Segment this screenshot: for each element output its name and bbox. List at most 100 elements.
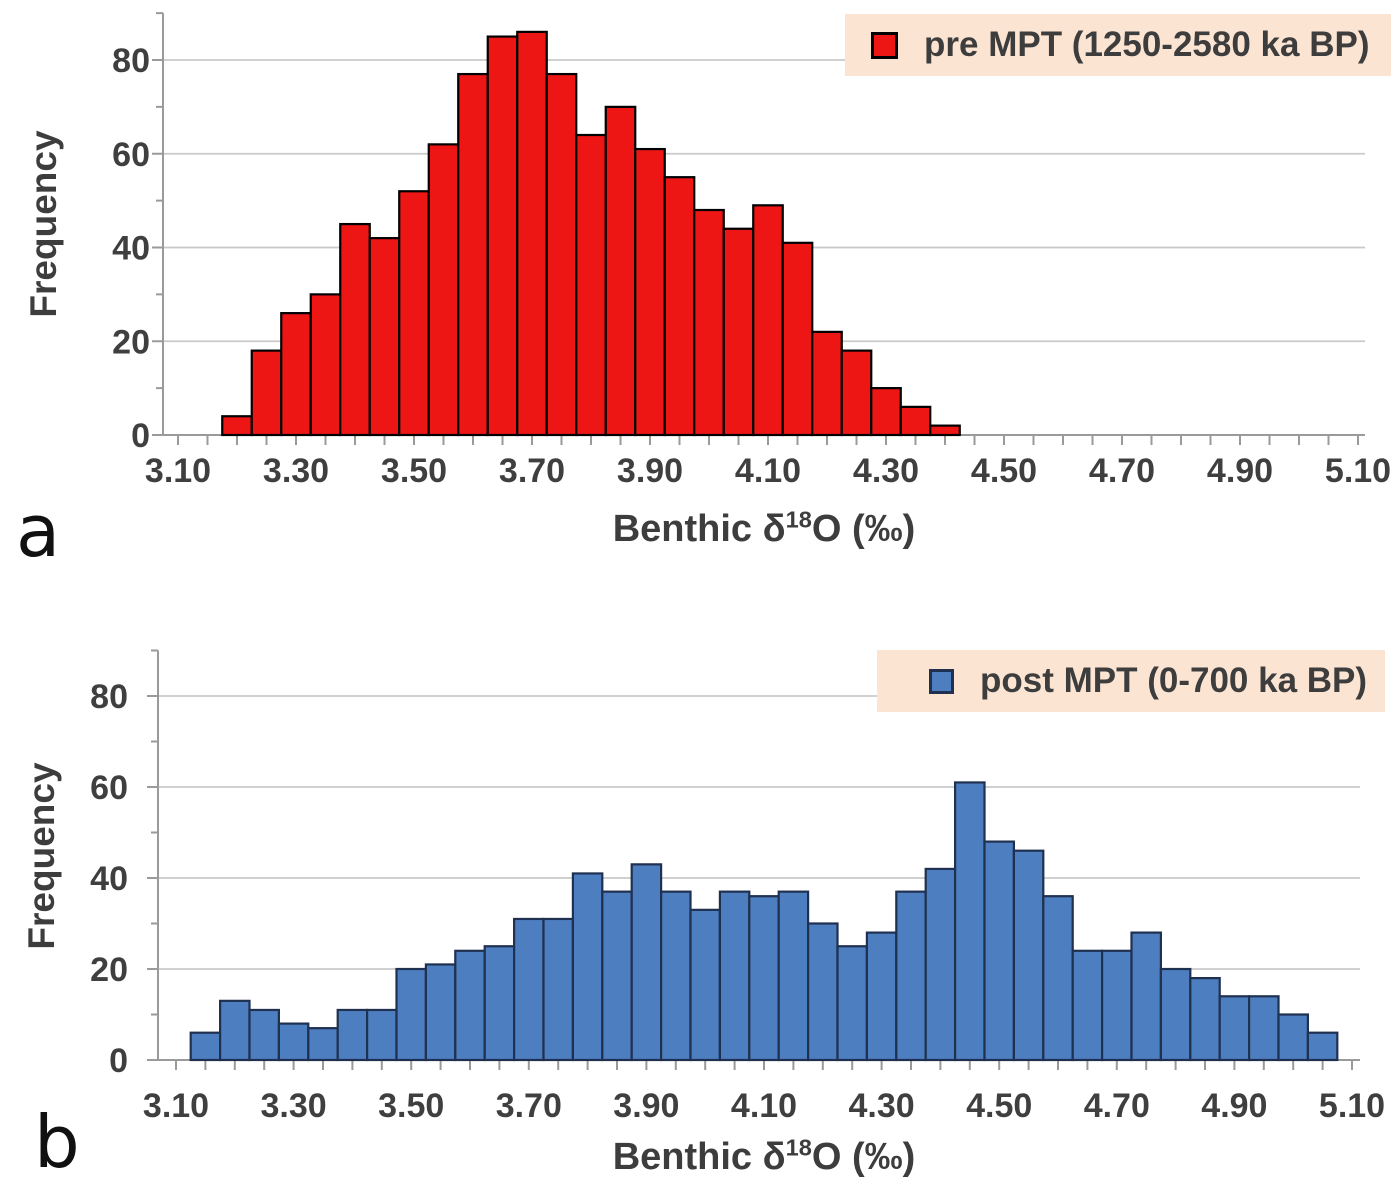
bar <box>483 945 516 1062</box>
bar <box>189 1031 222 1062</box>
bar <box>1277 1013 1309 1062</box>
x-tick-label: 5.10 <box>1319 1087 1385 1125</box>
y-tick-label: 60 <box>90 769 128 807</box>
y-axis-title-b: Frequency <box>21 762 62 950</box>
bar <box>659 890 692 1062</box>
x-tick-label: 3.90 <box>613 1087 679 1125</box>
y-tick-label: 0 <box>109 1042 128 1080</box>
bar <box>924 867 957 1062</box>
bar <box>424 963 457 1062</box>
bar <box>1306 1031 1339 1062</box>
bar <box>221 415 253 437</box>
bar <box>1218 995 1251 1062</box>
bar <box>693 208 725 437</box>
legend-marker-red-square-icon <box>871 31 898 59</box>
bar <box>280 312 312 437</box>
x-axis-title-text: Benthic δ <box>612 508 786 550</box>
bar <box>840 349 873 437</box>
x-axis-title-b: Benthic δ18O (‰) <box>613 1136 916 1179</box>
bar <box>929 424 961 437</box>
y-tick-label: 20 <box>112 323 150 361</box>
bar <box>545 72 578 437</box>
y-tick-label: 40 <box>112 230 150 268</box>
bar <box>718 890 751 1062</box>
x-tick-label: 3.30 <box>263 452 329 490</box>
y-tick-label: 0 <box>131 417 150 455</box>
bar <box>454 949 486 1062</box>
bar <box>248 1008 280 1062</box>
x-tick-label: 5.10 <box>1325 452 1391 490</box>
bar <box>630 863 663 1062</box>
bar <box>486 35 519 437</box>
x-tick-label: 4.70 <box>1084 1087 1150 1125</box>
bar <box>366 1008 398 1062</box>
bar <box>1100 949 1133 1062</box>
bar <box>395 967 427 1062</box>
bar <box>277 1022 310 1062</box>
bar <box>781 241 814 437</box>
bar <box>1042 895 1074 1062</box>
bar <box>427 143 460 437</box>
x-tick-label: 4.70 <box>1089 452 1155 490</box>
y-axis-title-a: Frequency <box>23 130 64 318</box>
x-axis-title-unit: O (‰) <box>811 508 916 550</box>
bar <box>836 945 868 1062</box>
x-tick-label: 3.90 <box>617 452 683 490</box>
x-tick-label: 4.90 <box>1201 1087 1267 1125</box>
bar <box>516 30 548 437</box>
bar <box>634 147 666 437</box>
bar <box>309 293 342 437</box>
bar <box>575 133 607 437</box>
x-tick-label: 4.10 <box>731 1087 797 1125</box>
bar <box>689 908 721 1062</box>
bar <box>748 895 780 1062</box>
bar <box>601 890 633 1062</box>
bar <box>752 204 784 437</box>
x-tick-label: 3.10 <box>145 452 211 490</box>
panel-label-a: a <box>16 489 61 573</box>
bar <box>571 872 604 1062</box>
bar <box>953 781 986 1062</box>
panel-b-plot: 3.10 3.30 3.50 3.70 3.90 4.10 4.30 4.50 4.70 4.90… <box>90 649 1385 1125</box>
bar <box>777 890 810 1062</box>
bar <box>1012 849 1045 1062</box>
superscript-18: 18 <box>785 506 812 533</box>
bar <box>542 917 574 1062</box>
x-axis-title-text: Benthic δ <box>612 1136 786 1178</box>
bar <box>895 890 927 1062</box>
bar <box>663 176 696 437</box>
y-tick-label: 60 <box>112 136 150 174</box>
bar <box>722 227 755 437</box>
legend-label-post-mpt: post MPT (0-700 ka BP) <box>980 661 1368 700</box>
x-axis-title-unit: O (‰) <box>811 1136 916 1178</box>
x-tick-label: 4.50 <box>966 1087 1032 1125</box>
x-tick-label: 3.30 <box>261 1087 327 1125</box>
bar <box>512 917 545 1062</box>
bar <box>865 931 898 1062</box>
x-tick-label: 4.30 <box>849 1087 915 1125</box>
panel-b-bars <box>189 781 1339 1062</box>
y-tick-label: 80 <box>112 42 150 80</box>
bar <box>806 922 839 1062</box>
superscript-18: 18 <box>785 1134 812 1161</box>
bar <box>1189 976 1221 1062</box>
legend-label-pre-mpt: pre MPT (1250-2580 ka BP) <box>924 25 1370 64</box>
bar <box>870 387 902 437</box>
legend-pre-mpt: pre MPT (1250-2580 ka BP) <box>845 14 1391 76</box>
legend-post-mpt: post MPT (0-700 ka BP) <box>877 650 1385 712</box>
y-tick-label: 80 <box>90 678 128 716</box>
bar <box>307 1027 339 1062</box>
legend-marker-blue-square-icon <box>929 668 954 694</box>
x-axis-title-a: Benthic δ18O (‰) <box>613 508 916 551</box>
bar <box>983 840 1015 1062</box>
panel-a-bars <box>221 30 961 437</box>
bar <box>1130 931 1162 1062</box>
bar <box>368 237 401 437</box>
x-tick-label: 4.50 <box>971 452 1037 490</box>
y-tick-label: 40 <box>90 860 128 898</box>
bar <box>1159 967 1192 1062</box>
x-tick-label: 3.50 <box>381 452 447 490</box>
bar <box>1071 949 1104 1062</box>
bar <box>604 105 637 437</box>
